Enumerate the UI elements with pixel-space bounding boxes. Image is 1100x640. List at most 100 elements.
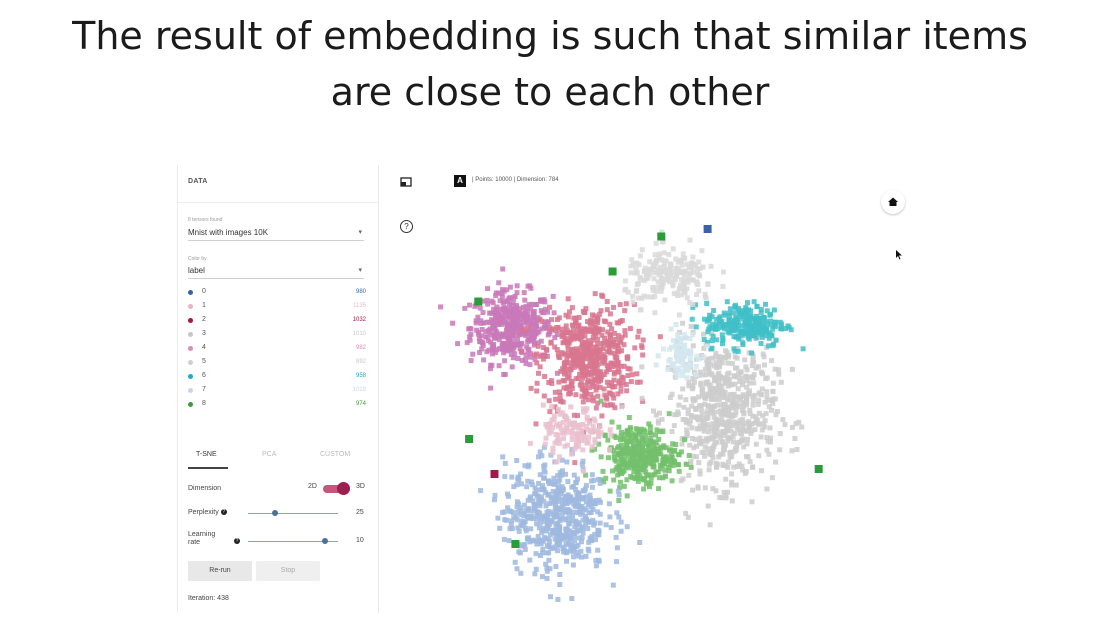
scatter-point	[516, 528, 522, 534]
scatter-point	[666, 358, 672, 364]
legend-item-2[interactable]: 2 1032	[188, 313, 368, 327]
scatter-point	[495, 311, 501, 317]
scatter-point	[492, 492, 498, 498]
help-icon[interactable]: ?	[234, 538, 240, 544]
scatter-point	[573, 321, 578, 326]
scatter-point	[530, 498, 536, 504]
scatter-point	[668, 262, 674, 268]
scatter-point	[501, 536, 507, 542]
legend-item-1[interactable]: 1 1135	[188, 299, 368, 313]
scatter-point	[556, 542, 562, 548]
scatter-point	[514, 482, 520, 488]
stop-button[interactable]: Stop	[256, 561, 320, 581]
legend-count: 1032	[352, 317, 366, 323]
scatter-point	[636, 328, 642, 334]
scatter-point	[752, 330, 758, 336]
tsne-scatter-plot[interactable]	[428, 205, 868, 605]
scatter-point	[580, 344, 586, 350]
scatter-point	[576, 535, 582, 541]
dimension-toggle-track[interactable]	[323, 485, 347, 493]
scatter-point	[510, 333, 515, 339]
scatter-point	[740, 382, 745, 388]
scatter-point	[555, 473, 561, 479]
scatter-point	[653, 362, 659, 368]
learning-rate-slider-thumb[interactable]	[321, 538, 328, 544]
scatter-point	[615, 366, 621, 372]
scatter-point	[575, 476, 580, 482]
scatter-series-4	[438, 266, 571, 391]
scatter-point	[556, 423, 562, 429]
scatter-point	[506, 538, 512, 544]
scatter-point	[676, 267, 682, 273]
scatter-point	[648, 267, 654, 273]
scatter-point	[647, 484, 652, 490]
scatter-point	[587, 428, 593, 434]
perplexity-slider-thumb[interactable]	[272, 510, 278, 516]
scatter-point	[494, 347, 500, 353]
scatter-point	[538, 326, 544, 332]
tab-tsne[interactable]: T-SNE	[196, 451, 217, 458]
rerun-button[interactable]: Re-run	[188, 561, 252, 581]
dimension-option-2d[interactable]: 2D	[308, 483, 317, 490]
scatter-point	[593, 359, 599, 365]
scatter-point	[505, 299, 511, 305]
scatter-point	[528, 351, 534, 357]
scatter-point	[504, 325, 510, 331]
scatter-point	[632, 270, 638, 276]
scatter-point	[541, 463, 547, 469]
scatter-point	[622, 455, 627, 461]
scatter-point	[702, 291, 708, 297]
scatter-point	[612, 455, 617, 461]
scatter-point	[551, 310, 557, 316]
scatter-point	[634, 458, 640, 464]
scatter-point	[676, 462, 681, 468]
scatter-point	[745, 300, 750, 306]
scatter-point	[735, 348, 741, 354]
scatter-point	[481, 298, 487, 304]
scatter-point	[478, 488, 484, 494]
scatter-point	[604, 379, 610, 385]
scatter-point	[697, 423, 703, 429]
color-by-select[interactable]: label ▾	[188, 264, 364, 279]
legend-item-3[interactable]: 3 1010	[188, 327, 368, 341]
legend-count: 1010	[352, 331, 366, 337]
scatter-point	[659, 229, 665, 235]
learning-rate-slider-track[interactable]	[248, 541, 338, 542]
scatter-point	[545, 526, 551, 532]
legend-item-7[interactable]: 7 1028	[188, 383, 368, 397]
scatter-point	[575, 359, 581, 364]
scatter-point	[710, 486, 716, 492]
tab-custom[interactable]: CUSTOM	[320, 451, 351, 458]
scatter-point	[771, 341, 777, 347]
help-icon[interactable]: ?	[400, 220, 413, 233]
legend-item-0[interactable]: 0 980	[188, 285, 368, 299]
legend-item-5[interactable]: 5 892	[188, 355, 368, 369]
legend-item-6[interactable]: 6 958	[188, 369, 368, 383]
legend-item-4[interactable]: 4 982	[188, 341, 368, 355]
select-rectangle-icon[interactable]	[400, 175, 412, 187]
night-mode-icon[interactable]	[428, 175, 440, 187]
scatter-point	[551, 475, 557, 481]
tab-pca[interactable]: PCA	[262, 451, 277, 458]
dimension-toggle-knob[interactable]	[337, 482, 350, 495]
dimension-option-3d[interactable]: 3D	[356, 483, 365, 490]
scatter-point	[591, 416, 597, 422]
legend-item-8[interactable]: 8 974	[188, 397, 368, 411]
scatter-point	[680, 269, 686, 275]
scatter-point	[546, 422, 552, 427]
scatter-point	[604, 299, 610, 304]
perplexity-slider-track[interactable]	[248, 513, 338, 514]
scatter-point	[581, 356, 587, 362]
scatter-point	[548, 378, 554, 384]
scatter-point	[622, 308, 628, 314]
home-icon[interactable]	[881, 190, 905, 214]
dataset-select[interactable]: Mnist with images 10K ▾	[188, 226, 364, 241]
scatter-point	[589, 534, 595, 539]
scatter-point	[735, 346, 741, 352]
scatter-point	[668, 266, 673, 272]
scatter-point	[746, 318, 752, 324]
help-icon[interactable]: ?	[220, 509, 227, 516]
scatter-point	[628, 263, 634, 269]
label-toggle-icon[interactable]: A	[454, 175, 466, 187]
scatter-point	[660, 475, 666, 481]
